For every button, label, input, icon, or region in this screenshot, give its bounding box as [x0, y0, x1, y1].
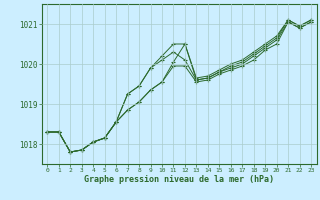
X-axis label: Graphe pression niveau de la mer (hPa): Graphe pression niveau de la mer (hPa) — [84, 175, 274, 184]
